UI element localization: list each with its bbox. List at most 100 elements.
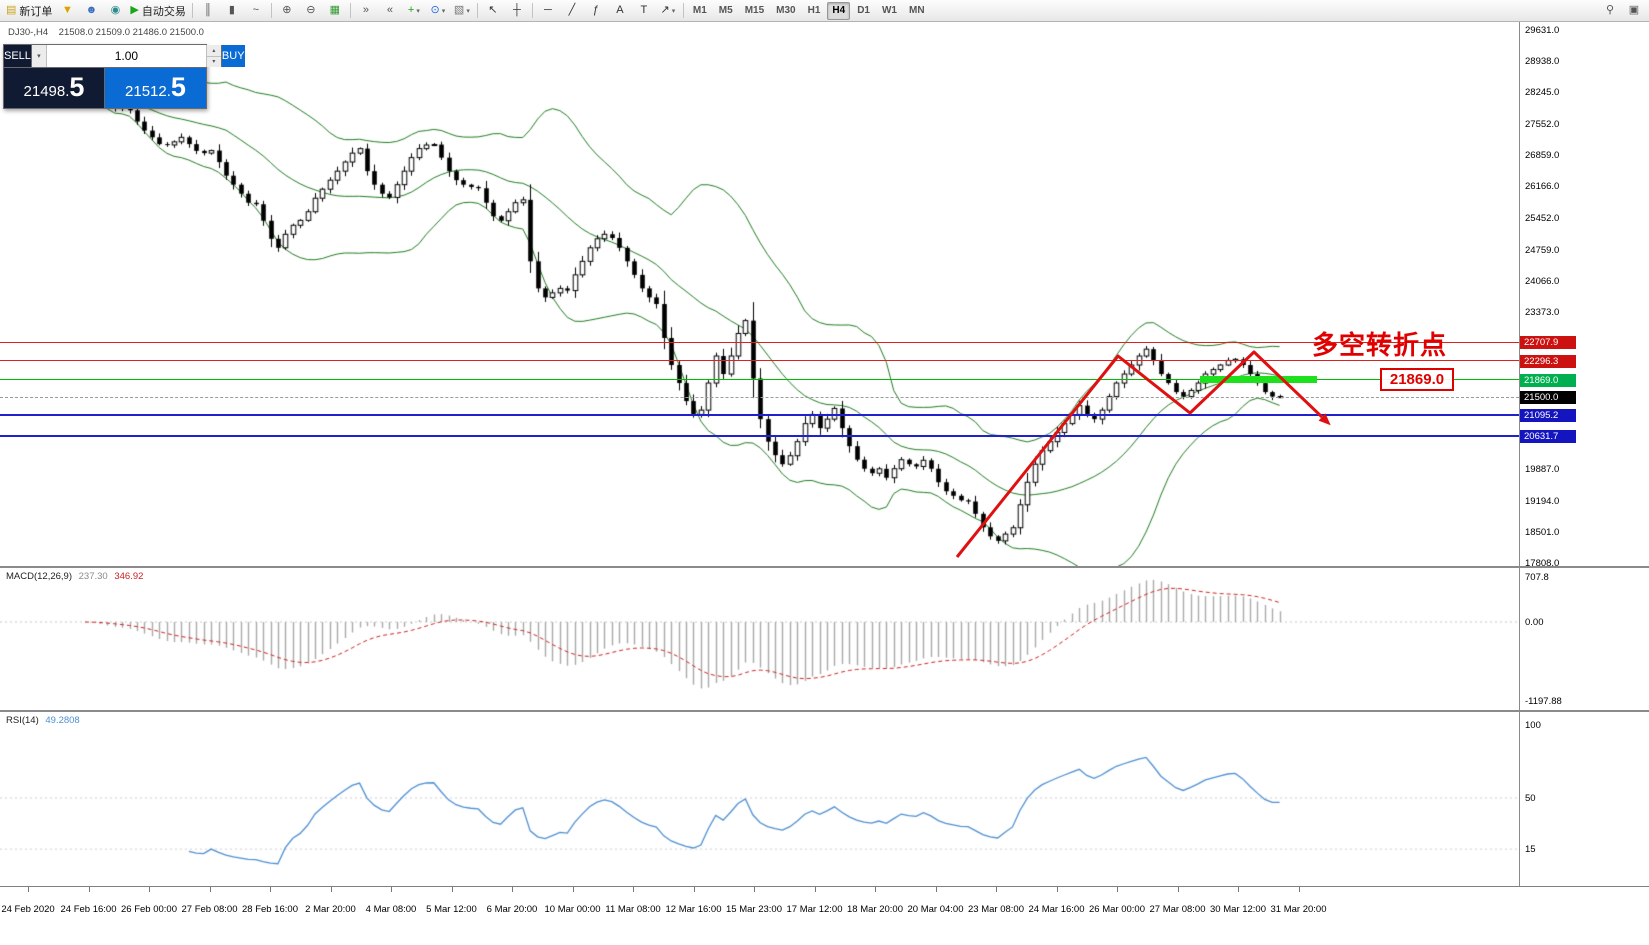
- sell-price[interactable]: 21498. 5: [4, 68, 105, 108]
- chart-shift-icon[interactable]: «: [378, 1, 402, 21]
- buy-price[interactable]: 21512. 5: [105, 68, 206, 108]
- rsi-indicator-panel[interactable]: RSI(14) 49.2808: [0, 712, 1519, 886]
- chart-files-icon[interactable]: ▼: [55, 1, 79, 21]
- profile-icon[interactable]: ☻: [79, 1, 103, 21]
- time-axis-label: 18 Mar 20:00: [847, 904, 903, 915]
- line-chart-icon[interactable]: ~: [244, 1, 268, 21]
- line-chart-icon-glyph: ~: [252, 4, 260, 16]
- text-label-icon[interactable]: T: [632, 1, 656, 21]
- toolbar-separator: [349, 3, 351, 18]
- current-price-line: [0, 396, 1519, 398]
- data-window-icon[interactable]: ▣: [1622, 1, 1646, 21]
- cursor-icon-glyph: ↖: [488, 4, 498, 16]
- price-callout-box[interactable]: 21869.0: [1380, 368, 1454, 391]
- timeframe-m30-button[interactable]: M30: [776, 5, 796, 16]
- macd-scale-label: 0.00: [1525, 617, 1544, 628]
- auto-scroll-icon[interactable]: »: [354, 1, 378, 21]
- timeframe-d1-button[interactable]: D1: [857, 5, 870, 16]
- trade-panel-price-row: 21498. 5 21512. 5: [4, 68, 206, 108]
- time-tick: [754, 887, 755, 892]
- bar-chart-icon-glyph: ║: [203, 4, 212, 16]
- add-indicator-button[interactable]: + ▾: [402, 1, 426, 21]
- horizontal-line-21869[interactable]: [0, 379, 1519, 381]
- sell-price-pip: 5: [69, 72, 85, 102]
- timeframe-w1-button[interactable]: W1: [881, 5, 897, 16]
- candlestick-icon[interactable]: ▮: [220, 1, 244, 21]
- time-tick: [1056, 887, 1058, 892]
- time-tick: [1177, 887, 1179, 892]
- periods-button[interactable]: ⊙ ▾: [426, 1, 450, 21]
- volume-increase-button[interactable]: ▴: [206, 45, 221, 57]
- time-axis-label: 12 Mar 16:00: [665, 904, 722, 915]
- zoom-in-icon[interactable]: ⊕: [275, 1, 299, 21]
- time-tick: [935, 887, 937, 892]
- horizontal-line-21095.2[interactable]: [0, 413, 1519, 416]
- horizontal-line-22707.9[interactable]: [0, 341, 1519, 343]
- support-highlight-annotation[interactable]: [1200, 376, 1317, 384]
- templates-button-glyph: ▧: [453, 4, 465, 16]
- price-axis-label: 17808.0: [1525, 558, 1560, 570]
- new-order-button[interactable]: ▤ 新订单: [3, 1, 55, 21]
- search-icon[interactable]: ⚲: [1598, 1, 1622, 21]
- price-axis-label: 26166.0: [1525, 181, 1560, 193]
- timeframe-m15-button[interactable]: M15: [744, 5, 765, 16]
- bar-chart-icon[interactable]: ║: [196, 1, 220, 21]
- timeframe-m1-button[interactable]: M1: [692, 5, 707, 16]
- timeframe-h1-button[interactable]: H1: [807, 5, 821, 16]
- rsi-scale-label: 50: [1525, 793, 1536, 804]
- macd-rsi-divider[interactable]: [0, 710, 1649, 712]
- community-icon[interactable]: ◉: [103, 1, 127, 21]
- chart-macd-divider[interactable]: [0, 566, 1649, 568]
- volume-input[interactable]: [46, 45, 206, 67]
- auto-scroll-icon-glyph: »: [362, 4, 369, 16]
- macd-indicator-panel[interactable]: MACD(12,26,9) 237.30 346.92: [0, 568, 1519, 712]
- time-axis-label: 27 Feb 08:00: [181, 904, 238, 915]
- sell-button[interactable]: SELL: [4, 45, 32, 67]
- tile-windows-icon[interactable]: ▦: [323, 1, 347, 21]
- horizontal-line-22296.3[interactable]: [0, 360, 1519, 362]
- buy-button[interactable]: BUY: [220, 45, 245, 67]
- volume-control: ▾ ▴ ▾: [31, 45, 221, 67]
- candlestick-chart-canvas[interactable]: [0, 22, 1519, 568]
- turning-point-text[interactable]: 多空转折点: [1312, 330, 1448, 360]
- trendline-icon[interactable]: ╱: [560, 1, 584, 21]
- time-axis-label: 6 Mar 20:00: [486, 904, 538, 915]
- timeframe-m5-button[interactable]: M5: [718, 5, 733, 16]
- timeframe-mn-button[interactable]: MN: [908, 5, 925, 16]
- price-axis-label: 26859.0: [1525, 149, 1560, 161]
- toolbar-separator: [531, 3, 533, 18]
- price-axis[interactable]: 29631.0 28938.0 28245.0 27552.0 26859.0 26166…: [1519, 22, 1649, 886]
- zoom-out-icon[interactable]: ⊖: [299, 1, 323, 21]
- price-chart-panel[interactable]: DJ30-,H4 21508.0 21509.0 21486.0 21500.0…: [0, 22, 1519, 568]
- time-axis-label: 20 Mar 04:00: [907, 904, 964, 915]
- price-axis-label: 19887.0: [1525, 464, 1560, 476]
- autotrade-button[interactable]: ▶ 自动交易: [127, 1, 188, 21]
- templates-button[interactable]: ▧ ▾: [450, 1, 474, 21]
- price-tag-21869.0: 21869.0: [1520, 373, 1576, 387]
- timeframe-h4-button[interactable]: H4: [827, 1, 851, 20]
- time-axis[interactable]: 24 Feb 2020 24 Feb 16:00 26 Feb 00:00 27 Fe…: [0, 886, 1649, 945]
- volume-spinner: ▴ ▾: [205, 45, 221, 67]
- zoom-in-icon-glyph: ⊕: [282, 4, 292, 16]
- rsi-canvas: [0, 712, 1519, 886]
- time-axis-label: 15 Mar 23:00: [726, 904, 782, 915]
- text-icon[interactable]: A: [608, 1, 632, 21]
- horizontal-line-20631.7[interactable]: [0, 434, 1519, 437]
- fibonacci-icon[interactable]: ƒ: [584, 1, 608, 21]
- price-tag-21500.0: 21500.0: [1520, 390, 1576, 404]
- volume-dropdown-icon[interactable]: ▾: [31, 45, 47, 67]
- new-order-button-glyph: ▤: [6, 4, 17, 16]
- data-window-icon-glyph: ▣: [1628, 4, 1640, 16]
- horizontal-line-icon[interactable]: ─: [536, 1, 560, 21]
- arrow-tools-button[interactable]: ↗ ▾: [656, 1, 680, 21]
- cursor-icon[interactable]: ↖: [481, 1, 505, 21]
- symbol-ohlc-readout: DJ30-,H4 21508.0 21509.0 21486.0 21500.0: [8, 27, 204, 38]
- horizontal-line-icon-glyph: ─: [543, 4, 552, 16]
- price-tag-21095.2: 21095.2: [1520, 408, 1576, 422]
- toolbar: ▤ 新订单 ▼ ☻ ◉ ▶ 自动交易 ║ ▮ ~ ⊕ ⊖ ▦ » «+ ▾ ⊙ ▾ ▧ ▾ ↖ ┼ ─ ╱ ƒ A T ↗ ▾ M1 M5 M…: [0, 0, 1649, 22]
- rsi-name: RSI(14): [6, 715, 39, 726]
- crosshair-icon[interactable]: ┼: [505, 1, 529, 21]
- price-axis-label: 23373.0: [1525, 307, 1560, 319]
- volume-decrease-button[interactable]: ▾: [206, 56, 221, 67]
